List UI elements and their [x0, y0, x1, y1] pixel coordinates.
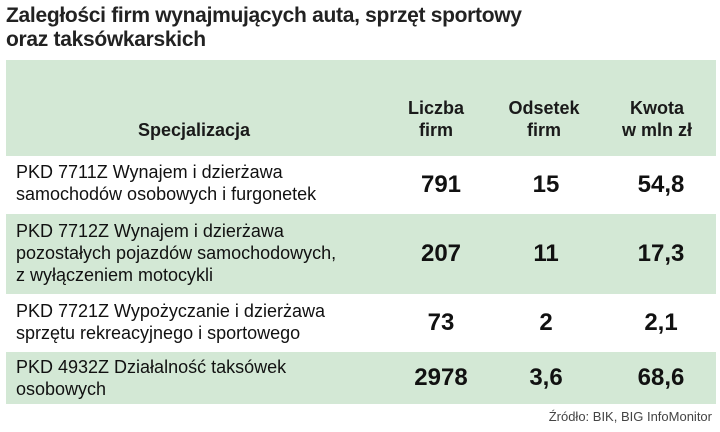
row-description: PKD 4932Z Działalność taksówek osobowych: [16, 356, 386, 400]
row-description-line: samochodów osobowych i furgonetek: [16, 184, 317, 204]
row-percent: 15: [532, 171, 560, 198]
row-amount: 17,3: [637, 240, 685, 267]
title-line-2: oraz taksówkarskich: [6, 28, 206, 51]
header-amount-line-1: Kwota: [630, 98, 684, 118]
table-header: Specjalizacja Liczba firm Odsetek firm K…: [6, 60, 716, 156]
page-title: Zaległości firm wynajmujących auta, sprz…: [6, 4, 706, 52]
table-row: PKD 4932Z Działalność taksówek osobowych…: [6, 350, 716, 404]
row-amount: 68,6: [637, 364, 685, 391]
row-description-line: PKD 4932Z Działalność taksówek: [16, 357, 287, 377]
row-percent: 11: [533, 240, 559, 267]
header-count-line-1: Liczba: [407, 98, 464, 118]
title-line-1: Zaległości firm wynajmujących auta, sprz…: [6, 4, 522, 27]
row-description-line: osobowych: [16, 379, 107, 399]
header-amount: Kwota w mln zł: [602, 97, 712, 141]
header-count-line-2: firm: [418, 120, 453, 140]
row-description-line: sprzętu rekreacyjnego i sportowego: [16, 323, 301, 343]
row-count: 207: [420, 240, 462, 267]
row-description-line: PKD 7721Z Wypożyczanie i dzierżawa: [16, 301, 325, 321]
row-description-line: PKD 7712Z Wynajem i dzierżawa: [16, 221, 284, 241]
row-amount: 54,8: [637, 171, 685, 198]
header-percent-line-2: firm: [526, 120, 561, 140]
row-description: PKD 7712Z Wynajem i dzierżawa pozostałyc…: [16, 220, 386, 286]
header-percent-line-1: Odsetek: [508, 98, 580, 118]
header-count: Liczba firm: [386, 97, 486, 141]
table-row: PKD 7711Z Wynajem i dzierżawa samochodów…: [6, 156, 716, 212]
table-row: PKD 7721Z Wypożyczanie i dzierżawa sprzę…: [6, 294, 716, 350]
row-percent: 3,6: [529, 364, 563, 391]
row-percent: 2: [539, 309, 553, 336]
header-percent: Odsetek firm: [494, 97, 594, 141]
header-specialization: Specjalizacja: [137, 120, 251, 140]
row-count: 791: [420, 171, 462, 198]
header-amount-line-2: w mln zł: [621, 120, 692, 140]
row-amount: 2,1: [644, 309, 678, 336]
row-description: PKD 7711Z Wynajem i dzierżawa samochodów…: [16, 161, 386, 205]
data-table: Specjalizacja Liczba firm Odsetek firm K…: [6, 60, 716, 404]
row-description: PKD 7721Z Wypożyczanie i dzierżawa sprzę…: [16, 300, 386, 344]
row-count: 2978: [414, 364, 468, 391]
row-description-line: PKD 7711Z Wynajem i dzierżawa: [16, 162, 283, 182]
row-count: 73: [427, 309, 455, 336]
row-description-line: pozostałych pojazdów samochodowych,: [16, 243, 337, 263]
source-note: Źródło: BIK, BIG InfoMonitor: [548, 409, 712, 424]
row-description-line: z wyłączeniem motocykli: [16, 265, 214, 285]
table-row: PKD 7712Z Wynajem i dzierżawa pozostałyc…: [6, 212, 716, 294]
